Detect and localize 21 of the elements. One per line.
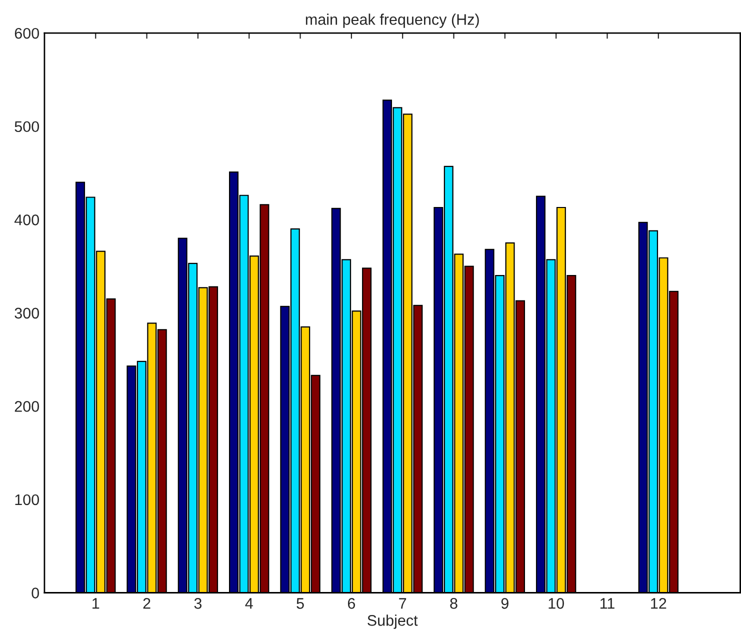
x-tick-label: 9 — [501, 598, 508, 609]
y-tick-label: 400 — [14, 214, 40, 226]
x-tick-label: 11 — [600, 598, 614, 609]
x-tick-label: 2 — [143, 598, 150, 609]
y-tick-label: 300 — [14, 308, 40, 319]
y-tick-label: 100 — [15, 494, 40, 506]
y-tick-label: 200 — [14, 401, 40, 412]
x-axis-title: Subject — [368, 614, 418, 629]
y-tick-label: 500 — [14, 121, 40, 132]
x-tick-label: 4 — [245, 598, 253, 609]
y-tick-label: 600 — [14, 28, 40, 39]
x-tick-label: 8 — [450, 598, 458, 609]
x-tick-label: 3 — [194, 598, 202, 609]
x-tick-label: 5 — [296, 598, 304, 609]
x-tick-label: 7 — [399, 598, 406, 609]
y-tick-label: 0 — [32, 588, 39, 598]
chart-title: main peak frequency (Hz) — [306, 14, 479, 28]
x-tick-label: 12 — [651, 598, 666, 609]
x-tick-label: 10 — [548, 598, 564, 609]
x-tick-label: 6 — [348, 598, 356, 609]
x-tick-label: 1 — [92, 598, 100, 609]
